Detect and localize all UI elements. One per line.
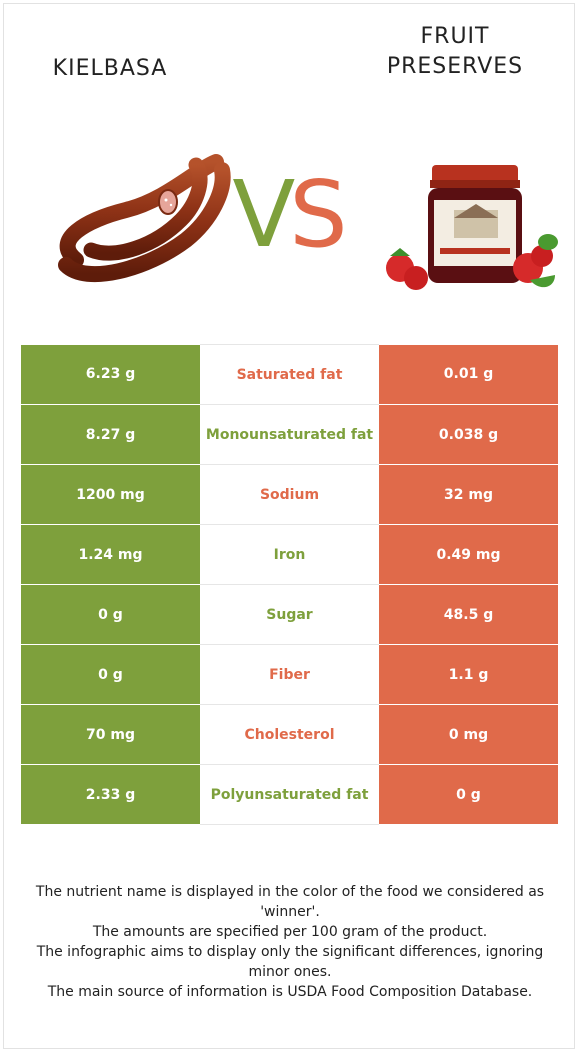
right-value: 1.1 g [379,644,558,705]
vs-v: V [232,161,295,268]
comparison-table: 6.23 g Saturated fat 0.01 g 8.27 g Monounsat… [21,344,558,825]
nutrient-name: Monounsaturated fat [200,404,379,465]
left-value: 2.33 g [21,764,200,825]
right-value: 0.038 g [379,404,558,465]
table-row: 70 mg Cholesterol 0 mg [21,704,558,765]
note-amounts: The amounts are specified per 100 gram o… [92,924,488,940]
left-value: 0 g [21,584,200,645]
right-value: 0.01 g [379,344,558,405]
nutrient-name: Iron [200,524,379,585]
nutrient-name: Cholesterol [200,704,379,765]
right-value: 0 mg [379,704,558,765]
nutrient-name: Fiber [200,644,379,705]
right-value: 32 mg [379,464,558,525]
left-food-title: KIELBASA [52,56,168,81]
right-value: 0.49 mg [379,524,558,585]
note-source: The main source of information is USDA F… [47,984,533,1000]
nutrient-name: Sodium [200,464,379,525]
table-row: 2.33 g Polyunsaturated fat 0 g [21,764,558,825]
right-value: 0 g [379,764,558,825]
table-row: 1200 mg Sodium 32 mg [21,464,558,525]
infographic-frame [3,3,575,1049]
versus-label: VS [222,169,352,261]
table-row: 0 g Sugar 48.5 g [21,584,558,645]
right-food-title: FRUIT PRESERVES [386,24,524,79]
table-row: 8.27 g Monounsaturated fat 0.038 g [21,404,558,465]
left-value: 1.24 mg [21,524,200,585]
kielbasa-image [46,150,236,290]
fruit-preserves-image [370,160,560,300]
table-row: 6.23 g Saturated fat 0.01 g [21,344,558,405]
nutrient-name: Saturated fat [200,344,379,405]
left-value: 70 mg [21,704,200,765]
nutrient-name: Polyunsaturated fat [200,764,379,825]
note-differences: The infographic aims to display only the… [36,944,544,980]
left-value: 6.23 g [21,344,200,405]
table-row: 0 g Fiber 1.1 g [21,644,558,705]
table-row: 1.24 mg Iron 0.49 mg [21,524,558,585]
left-value: 8.27 g [21,404,200,465]
left-value: 1200 mg [21,464,200,525]
nutrient-name: Sugar [200,584,379,645]
note-winner: The nutrient name is displayed in the co… [35,884,545,920]
vs-s: S [289,161,347,268]
right-value: 48.5 g [379,584,558,645]
footnotes: The nutrient name is displayed in the co… [20,882,560,1002]
left-value: 0 g [21,644,200,705]
